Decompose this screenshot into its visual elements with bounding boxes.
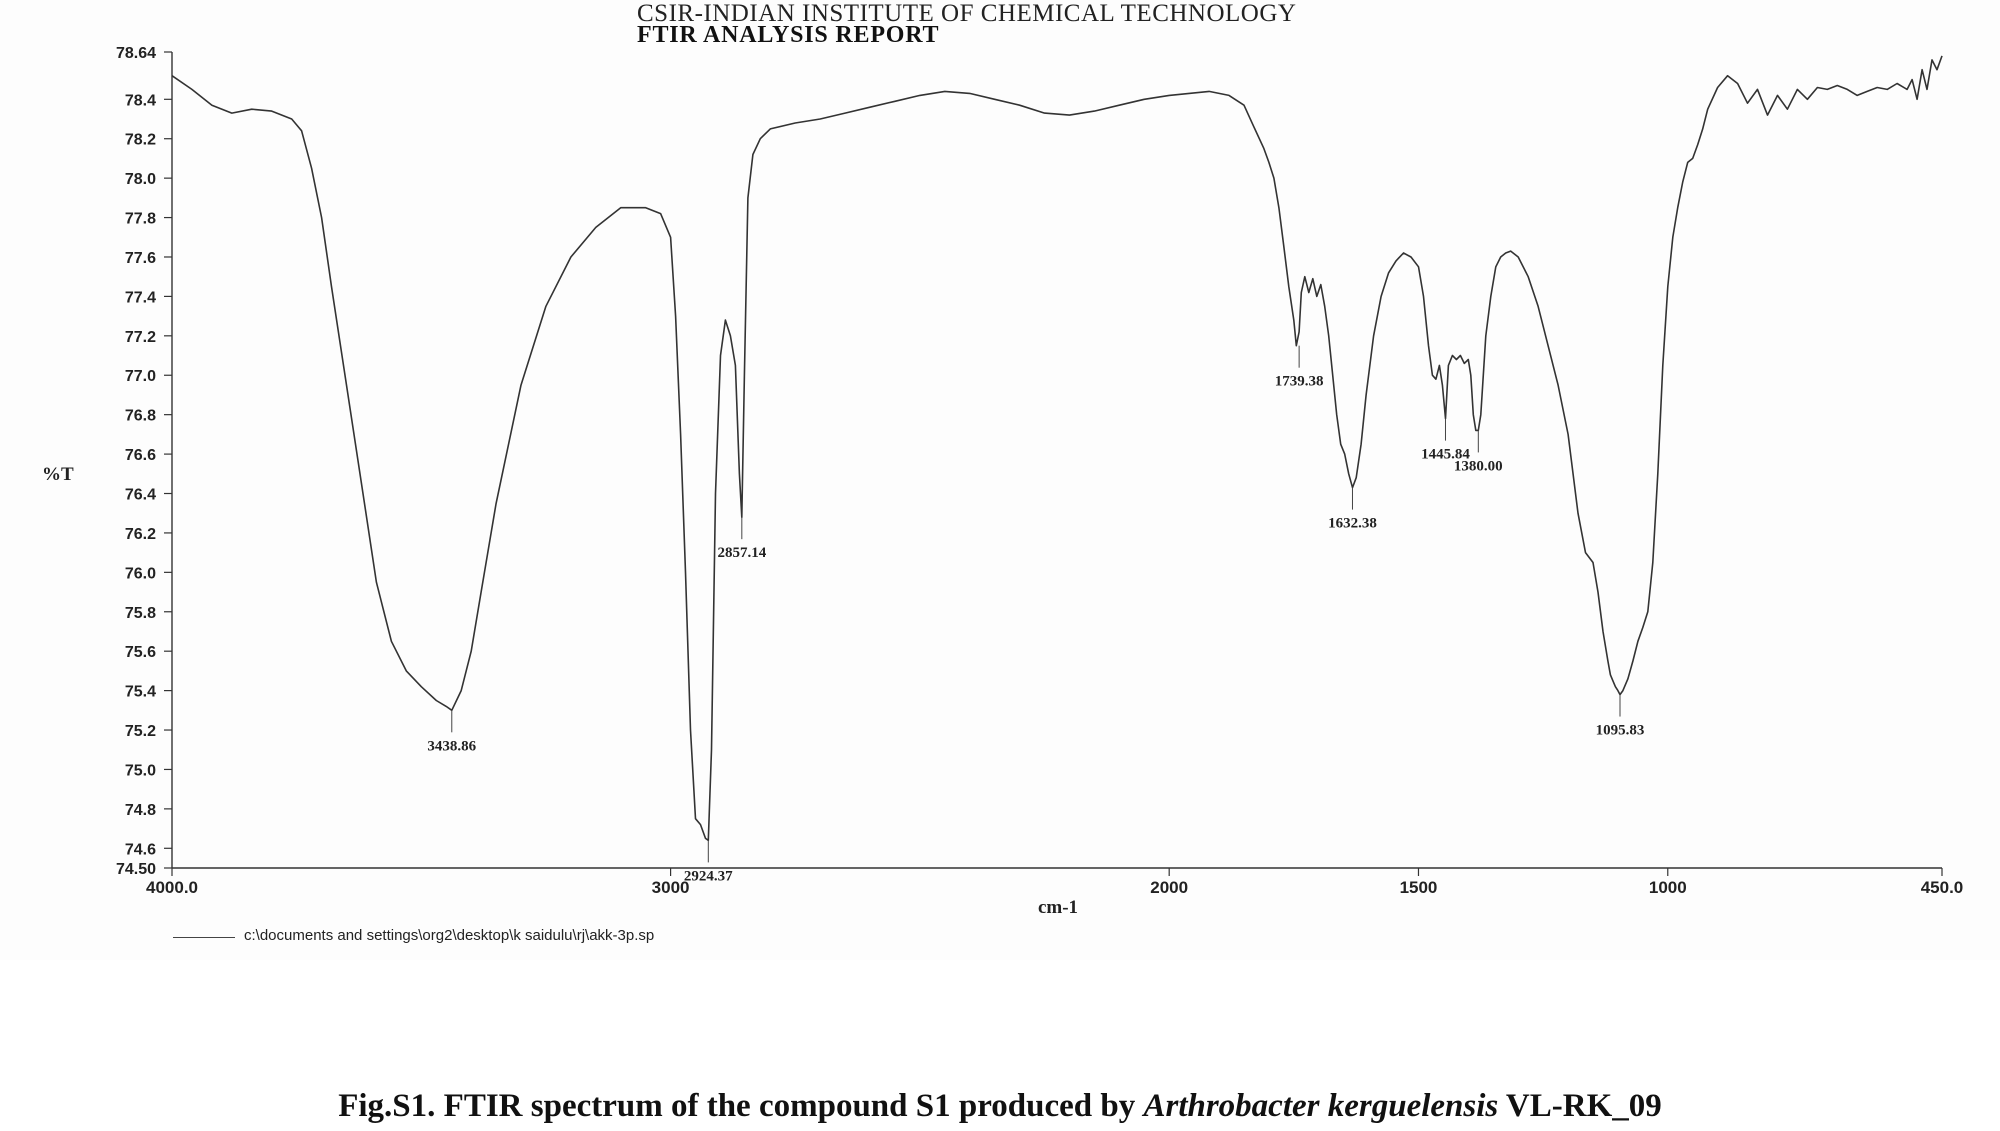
caption-suffix: VL-RK_09: [1498, 1088, 1662, 1124]
peak-label: 1739.38: [1275, 374, 1324, 390]
y-tick-label: 75.6: [125, 644, 156, 661]
peak-label: 1445.84: [1421, 447, 1470, 463]
peak-label: 1095.83: [1596, 723, 1645, 739]
caption-organism: Arthrobacter kerguelensis: [1143, 1088, 1499, 1124]
y-axis-label: %T: [42, 464, 74, 485]
y-tick-label: 76.8: [125, 408, 156, 425]
x-tick-label: 3000: [652, 878, 690, 897]
file-path: c:\documents and settings\org2\desktop\k…: [244, 927, 655, 944]
y-tick-label: 77.8: [125, 211, 156, 228]
institute-header: CSIR-INDIAN INSTITUTE OF CHEMICAL TECHNO…: [637, 0, 1297, 27]
y-tick-label: 74.50: [116, 861, 156, 878]
y-tick-label: 78.2: [125, 132, 156, 149]
y-tick-label: 78.0: [125, 171, 156, 188]
x-tick-label: 2000: [1150, 878, 1188, 897]
y-tick-label: 75.4: [125, 684, 156, 701]
y-tick-label: 77.4: [125, 289, 156, 306]
figure-caption: Fig.S1. FTIR spectrum of the compound S1…: [0, 1088, 2000, 1125]
y-tick-label: 78.4: [125, 92, 156, 109]
y-tick-label: 77.0: [125, 368, 156, 385]
x-tick-label: 4000.0: [146, 878, 198, 897]
y-tick-label: 75.0: [125, 762, 156, 779]
y-tick-label: 77.2: [125, 329, 156, 346]
peak-label: 2857.14: [717, 545, 766, 561]
caption-prefix: Fig.S1. FTIR spectrum of the compound S1…: [338, 1088, 1144, 1124]
legend-line: [173, 937, 235, 938]
y-tick-label: 75.8: [125, 605, 156, 622]
x-axis-label: cm-1: [1038, 897, 1078, 918]
x-tick-label: 1000: [1649, 878, 1687, 897]
peak-label: 1380.00: [1454, 458, 1503, 474]
y-tick-label: 76.0: [125, 565, 156, 582]
figure-panel: [0, 0, 2000, 960]
y-tick-label: 77.6: [125, 250, 156, 267]
y-tick-label: 76.4: [125, 487, 156, 504]
y-tick-label: 78.64: [116, 45, 156, 62]
report-title: FTIR ANALYSIS REPORT: [637, 22, 940, 48]
peak-label: 3438.86: [427, 738, 476, 754]
y-tick-label: 74.8: [125, 802, 156, 819]
y-tick-label: 76.2: [125, 526, 156, 543]
spectrum-line: [171, 55, 1943, 842]
peak-label: 1632.38: [1328, 516, 1377, 532]
x-tick-label: 1500: [1400, 878, 1438, 897]
ftir-chart: 78.64 78.4 78.2 78.0 77.8 77.6 77.4 77.2 77.0 76.…: [42, 45, 1964, 918]
peak-label: 2924.37: [684, 868, 733, 884]
y-tick-label: 75.2: [125, 723, 156, 740]
y-tick-label: 74.6: [125, 841, 156, 858]
y-tick-label: 76.6: [125, 447, 156, 464]
x-tick-label: 450.0: [1921, 878, 1964, 897]
